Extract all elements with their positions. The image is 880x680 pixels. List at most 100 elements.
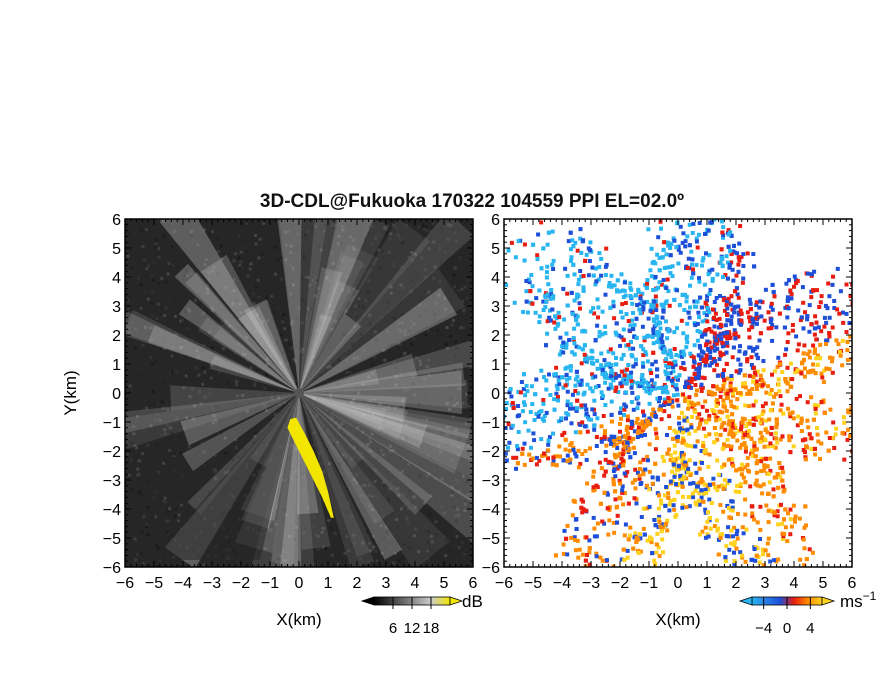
velocity-pixel bbox=[705, 339, 710, 344]
noise-speckle bbox=[364, 298, 368, 302]
velocity-pixel bbox=[546, 230, 551, 235]
reflectivity-ray bbox=[299, 383, 468, 409]
noise-speckle bbox=[327, 429, 330, 433]
noise-speckle bbox=[171, 263, 175, 267]
velocity-pixel bbox=[643, 433, 647, 437]
noise-speckle bbox=[211, 421, 215, 425]
noise-speckle bbox=[401, 412, 404, 415]
velocity-pixel bbox=[729, 294, 734, 299]
velocity-pixel bbox=[655, 531, 660, 536]
velocity-pixel bbox=[681, 466, 685, 471]
velocity-pixel bbox=[868, 335, 872, 339]
velocity-pixel bbox=[807, 432, 812, 437]
velocity-pixel bbox=[783, 580, 787, 584]
velocity-pixel bbox=[749, 448, 754, 453]
noise-speckle bbox=[389, 343, 393, 347]
velocity-pixel bbox=[520, 409, 525, 414]
velocity-pixel bbox=[716, 472, 721, 477]
velocity-pixel bbox=[547, 372, 551, 377]
velocity-pixel bbox=[850, 282, 852, 287]
velocity-pixel bbox=[722, 462, 727, 467]
velocity-pixel bbox=[712, 331, 717, 336]
velocity-pixel bbox=[754, 478, 759, 483]
velocity-pixel bbox=[826, 448, 831, 453]
velocity-pixel bbox=[636, 425, 641, 430]
velocity-pixel bbox=[667, 508, 672, 513]
velocity-pixel bbox=[571, 447, 576, 452]
noise-speckle bbox=[361, 541, 365, 545]
velocity-pixel bbox=[684, 505, 689, 510]
velocity-pixel bbox=[668, 352, 673, 356]
noise-speckle bbox=[340, 258, 344, 262]
velocity-pixel bbox=[728, 381, 733, 386]
velocity-pixel bbox=[592, 398, 597, 403]
velocity-pixel bbox=[542, 414, 547, 418]
velocity-pixel bbox=[659, 333, 664, 338]
noise-speckle bbox=[350, 400, 353, 404]
noise-speckle bbox=[411, 374, 415, 378]
velocity-pixel bbox=[827, 334, 832, 339]
noise-speckle bbox=[337, 234, 341, 238]
velocity-pixel bbox=[565, 389, 570, 394]
velocity-pixel bbox=[704, 313, 709, 318]
velocity-pixel bbox=[801, 326, 806, 331]
velocity-pixel bbox=[583, 329, 588, 334]
velocity-pixel bbox=[798, 557, 803, 562]
velocity-pixel bbox=[874, 399, 878, 403]
noise-speckle bbox=[453, 368, 457, 372]
noise-speckle bbox=[327, 273, 331, 277]
velocity-pixel bbox=[730, 355, 735, 360]
reflectivity-ray bbox=[299, 370, 462, 414]
velocity-pixel bbox=[702, 201, 706, 205]
velocity-pixel bbox=[645, 281, 650, 286]
velocity-pixel bbox=[801, 300, 806, 305]
velocity-pixel bbox=[645, 538, 650, 543]
velocity-pixel bbox=[700, 529, 705, 534]
noise-speckle bbox=[428, 373, 432, 377]
velocity-pixel bbox=[715, 272, 720, 277]
noise-speckle bbox=[314, 533, 318, 537]
noise-speckle bbox=[299, 464, 303, 468]
velocity-pixel bbox=[664, 384, 668, 389]
velocity-pixel bbox=[630, 424, 635, 429]
velocity-pixel bbox=[670, 404, 675, 409]
noise-speckle bbox=[302, 405, 306, 408]
velocity-pixel bbox=[615, 520, 619, 525]
velocity-pixel bbox=[655, 396, 660, 401]
velocity-pixel bbox=[735, 483, 740, 488]
velocity-pixel bbox=[563, 447, 568, 452]
velocity-pixel bbox=[600, 519, 605, 524]
noise-speckle bbox=[265, 408, 268, 412]
velocity-pixel bbox=[611, 520, 616, 525]
velocity-pixel bbox=[680, 477, 685, 482]
noise-speckle bbox=[426, 229, 430, 233]
noise-speckle bbox=[417, 560, 421, 564]
velocity-pixel bbox=[802, 546, 807, 551]
velocity-pixel bbox=[594, 534, 599, 539]
noise-speckle bbox=[142, 261, 146, 265]
noise-speckle bbox=[185, 451, 189, 455]
velocity-pixel bbox=[750, 454, 755, 459]
noise-speckle bbox=[155, 544, 158, 548]
velocity-pixel bbox=[803, 504, 808, 509]
noise-speckle bbox=[443, 250, 447, 254]
noise-speckle bbox=[169, 483, 173, 487]
velocity-pixel bbox=[625, 440, 630, 445]
noise-speckle bbox=[316, 547, 320, 551]
velocity-pixel bbox=[794, 396, 799, 401]
velocity-pixel bbox=[507, 440, 512, 445]
noise-speckle bbox=[368, 313, 372, 317]
noise-speckle bbox=[182, 427, 186, 431]
velocity-pixel bbox=[781, 411, 786, 416]
noise-speckle bbox=[237, 256, 241, 260]
noise-speckle bbox=[126, 398, 130, 402]
velocity-pixel bbox=[774, 422, 779, 426]
velocity-pixel bbox=[618, 410, 623, 415]
velocity-pixel bbox=[723, 323, 728, 328]
noise-speckle bbox=[295, 246, 299, 249]
y-tick-label: −2 bbox=[103, 444, 121, 461]
velocity-pixel bbox=[515, 444, 520, 448]
noise-speckle bbox=[360, 332, 364, 336]
noise-speckle bbox=[423, 227, 427, 231]
